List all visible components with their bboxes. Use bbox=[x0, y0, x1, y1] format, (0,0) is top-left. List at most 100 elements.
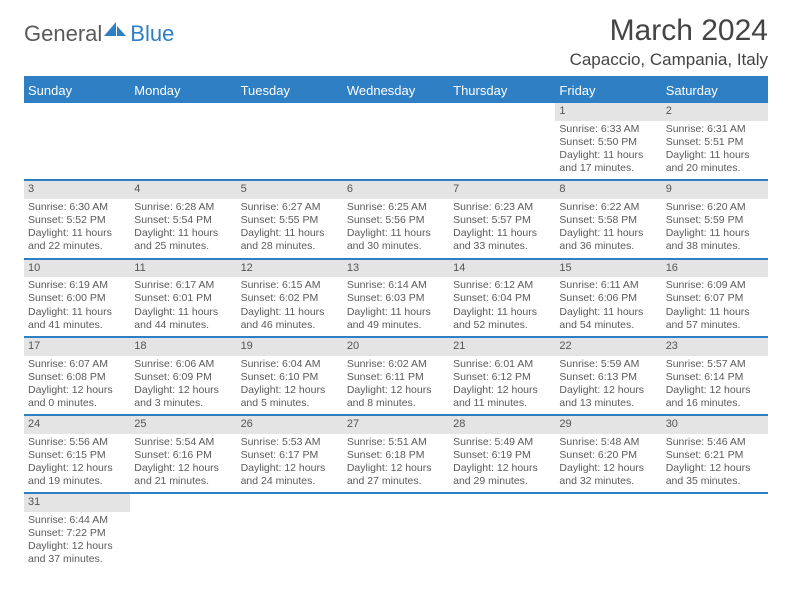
empty-cell bbox=[555, 494, 661, 570]
sunrise-text: Sunrise: 6:20 AM bbox=[666, 201, 764, 214]
sunset-text: Sunset: 6:15 PM bbox=[28, 449, 126, 462]
day-number: 10 bbox=[24, 260, 130, 278]
sunrise-text: Sunrise: 6:31 AM bbox=[666, 123, 764, 136]
day-number: 29 bbox=[555, 416, 661, 434]
day-cell: 27Sunrise: 5:51 AMSunset: 6:18 PMDayligh… bbox=[343, 416, 449, 492]
daylight-text: Daylight: 12 hours and 27 minutes. bbox=[347, 462, 445, 488]
day-body: Sunrise: 6:07 AMSunset: 6:08 PMDaylight:… bbox=[24, 356, 130, 415]
sunset-text: Sunset: 6:01 PM bbox=[134, 292, 232, 305]
day-number: 14 bbox=[449, 260, 555, 278]
day-number: 26 bbox=[237, 416, 343, 434]
calendar: SundayMondayTuesdayWednesdayThursdayFrid… bbox=[24, 76, 768, 571]
sunset-text: Sunset: 6:17 PM bbox=[241, 449, 339, 462]
sunrise-text: Sunrise: 6:02 AM bbox=[347, 358, 445, 371]
sunset-text: Sunset: 5:59 PM bbox=[666, 214, 764, 227]
sunrise-text: Sunrise: 6:17 AM bbox=[134, 279, 232, 292]
empty-cell bbox=[130, 494, 236, 570]
day-body: Sunrise: 6:20 AMSunset: 5:59 PMDaylight:… bbox=[662, 199, 768, 258]
title-block: March 2024 Capaccio, Campania, Italy bbox=[570, 14, 768, 70]
daylight-text: Daylight: 11 hours and 38 minutes. bbox=[666, 227, 764, 253]
weeks-container: 1Sunrise: 6:33 AMSunset: 5:50 PMDaylight… bbox=[24, 103, 768, 571]
daylight-text: Daylight: 12 hours and 32 minutes. bbox=[559, 462, 657, 488]
daylight-text: Daylight: 11 hours and 20 minutes. bbox=[666, 149, 764, 175]
day-number: 28 bbox=[449, 416, 555, 434]
week-row: 3Sunrise: 6:30 AMSunset: 5:52 PMDaylight… bbox=[24, 181, 768, 259]
sunset-text: Sunset: 6:09 PM bbox=[134, 371, 232, 384]
sunset-text: Sunset: 5:51 PM bbox=[666, 136, 764, 149]
daylight-text: Daylight: 11 hours and 17 minutes. bbox=[559, 149, 657, 175]
sunrise-text: Sunrise: 6:33 AM bbox=[559, 123, 657, 136]
sunset-text: Sunset: 5:50 PM bbox=[559, 136, 657, 149]
sunrise-text: Sunrise: 5:59 AM bbox=[559, 358, 657, 371]
sunrise-text: Sunrise: 5:54 AM bbox=[134, 436, 232, 449]
day-body: Sunrise: 5:56 AMSunset: 6:15 PMDaylight:… bbox=[24, 434, 130, 493]
day-cell: 18Sunrise: 6:06 AMSunset: 6:09 PMDayligh… bbox=[130, 338, 236, 414]
daylight-text: Daylight: 12 hours and 35 minutes. bbox=[666, 462, 764, 488]
day-cell: 26Sunrise: 5:53 AMSunset: 6:17 PMDayligh… bbox=[237, 416, 343, 492]
sunrise-text: Sunrise: 6:28 AM bbox=[134, 201, 232, 214]
day-number: 27 bbox=[343, 416, 449, 434]
sunset-text: Sunset: 5:57 PM bbox=[453, 214, 551, 227]
sunrise-text: Sunrise: 6:44 AM bbox=[28, 514, 126, 527]
day-number: 24 bbox=[24, 416, 130, 434]
week-row: 10Sunrise: 6:19 AMSunset: 6:00 PMDayligh… bbox=[24, 260, 768, 338]
sunrise-text: Sunrise: 6:22 AM bbox=[559, 201, 657, 214]
day-body: Sunrise: 6:04 AMSunset: 6:10 PMDaylight:… bbox=[237, 356, 343, 415]
daylight-text: Daylight: 11 hours and 44 minutes. bbox=[134, 306, 232, 332]
day-body: Sunrise: 6:15 AMSunset: 6:02 PMDaylight:… bbox=[237, 277, 343, 336]
sunset-text: Sunset: 6:07 PM bbox=[666, 292, 764, 305]
day-body: Sunrise: 6:12 AMSunset: 6:04 PMDaylight:… bbox=[449, 277, 555, 336]
week-row: 1Sunrise: 6:33 AMSunset: 5:50 PMDaylight… bbox=[24, 103, 768, 181]
day-body: Sunrise: 6:01 AMSunset: 6:12 PMDaylight:… bbox=[449, 356, 555, 415]
daylight-text: Daylight: 11 hours and 28 minutes. bbox=[241, 227, 339, 253]
day-cell: 6Sunrise: 6:25 AMSunset: 5:56 PMDaylight… bbox=[343, 181, 449, 257]
empty-cell bbox=[449, 103, 555, 179]
sunrise-text: Sunrise: 5:57 AM bbox=[666, 358, 764, 371]
day-body: Sunrise: 6:17 AMSunset: 6:01 PMDaylight:… bbox=[130, 277, 236, 336]
day-cell: 31Sunrise: 6:44 AMSunset: 7:22 PMDayligh… bbox=[24, 494, 130, 570]
day-body: Sunrise: 6:33 AMSunset: 5:50 PMDaylight:… bbox=[555, 121, 661, 180]
day-cell: 25Sunrise: 5:54 AMSunset: 6:16 PMDayligh… bbox=[130, 416, 236, 492]
sunset-text: Sunset: 6:03 PM bbox=[347, 292, 445, 305]
day-number: 1 bbox=[555, 103, 661, 121]
brand-text-1: General bbox=[24, 21, 102, 47]
day-body: Sunrise: 5:53 AMSunset: 6:17 PMDaylight:… bbox=[237, 434, 343, 493]
day-body: Sunrise: 5:49 AMSunset: 6:19 PMDaylight:… bbox=[449, 434, 555, 493]
empty-cell bbox=[343, 103, 449, 179]
day-cell: 22Sunrise: 5:59 AMSunset: 6:13 PMDayligh… bbox=[555, 338, 661, 414]
day-number: 9 bbox=[662, 181, 768, 199]
empty-cell bbox=[24, 103, 130, 179]
empty-cell bbox=[343, 494, 449, 570]
brand-sail-icon bbox=[102, 20, 128, 38]
day-number: 2 bbox=[662, 103, 768, 121]
day-number: 11 bbox=[130, 260, 236, 278]
dow-cell: Tuesday bbox=[237, 78, 343, 103]
dow-cell: Sunday bbox=[24, 78, 130, 103]
day-body: Sunrise: 5:46 AMSunset: 6:21 PMDaylight:… bbox=[662, 434, 768, 493]
month-title: March 2024 bbox=[570, 14, 768, 48]
day-cell: 7Sunrise: 6:23 AMSunset: 5:57 PMDaylight… bbox=[449, 181, 555, 257]
day-body: Sunrise: 5:54 AMSunset: 6:16 PMDaylight:… bbox=[130, 434, 236, 493]
day-body: Sunrise: 6:30 AMSunset: 5:52 PMDaylight:… bbox=[24, 199, 130, 258]
day-number: 4 bbox=[130, 181, 236, 199]
day-cell: 24Sunrise: 5:56 AMSunset: 6:15 PMDayligh… bbox=[24, 416, 130, 492]
day-number: 25 bbox=[130, 416, 236, 434]
empty-cell bbox=[237, 494, 343, 570]
daylight-text: Daylight: 11 hours and 54 minutes. bbox=[559, 306, 657, 332]
daylight-text: Daylight: 12 hours and 11 minutes. bbox=[453, 384, 551, 410]
day-body: Sunrise: 5:59 AMSunset: 6:13 PMDaylight:… bbox=[555, 356, 661, 415]
daylight-text: Daylight: 12 hours and 8 minutes. bbox=[347, 384, 445, 410]
daylight-text: Daylight: 12 hours and 19 minutes. bbox=[28, 462, 126, 488]
day-number: 15 bbox=[555, 260, 661, 278]
empty-cell bbox=[130, 103, 236, 179]
sunrise-text: Sunrise: 6:14 AM bbox=[347, 279, 445, 292]
day-body: Sunrise: 6:06 AMSunset: 6:09 PMDaylight:… bbox=[130, 356, 236, 415]
day-cell: 13Sunrise: 6:14 AMSunset: 6:03 PMDayligh… bbox=[343, 260, 449, 336]
day-body: Sunrise: 6:44 AMSunset: 7:22 PMDaylight:… bbox=[24, 512, 130, 571]
empty-cell bbox=[449, 494, 555, 570]
sunset-text: Sunset: 6:21 PM bbox=[666, 449, 764, 462]
day-cell: 4Sunrise: 6:28 AMSunset: 5:54 PMDaylight… bbox=[130, 181, 236, 257]
daylight-text: Daylight: 11 hours and 46 minutes. bbox=[241, 306, 339, 332]
sunrise-text: Sunrise: 6:25 AM bbox=[347, 201, 445, 214]
sunset-text: Sunset: 6:11 PM bbox=[347, 371, 445, 384]
